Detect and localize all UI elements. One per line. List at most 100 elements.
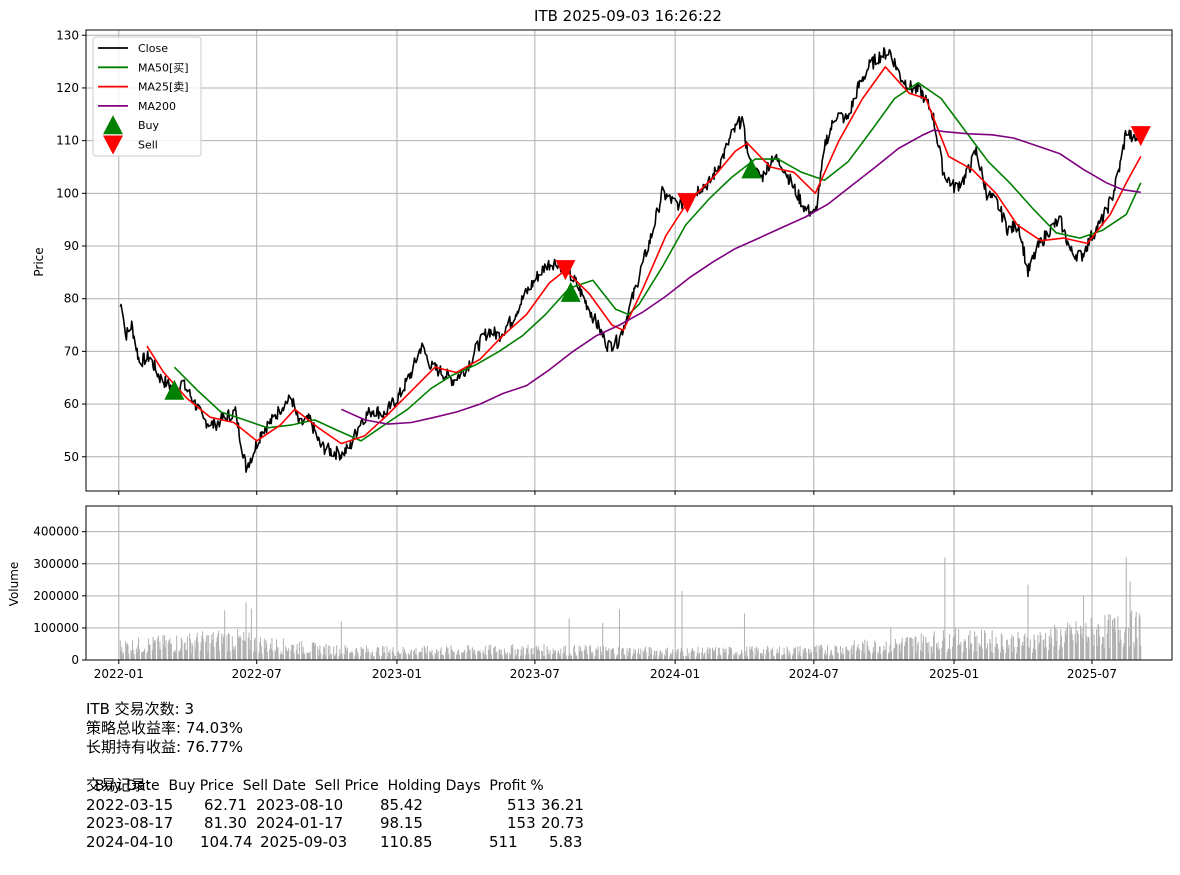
volume-bar [128,653,130,660]
volume-bar [435,654,437,660]
volume-bar [964,641,966,660]
volume-bar [153,643,155,660]
volume-bar [974,631,976,660]
volume-bar [1006,639,1008,660]
volume-bar [666,650,668,660]
volume-bar [773,656,775,660]
volume-bar [165,640,167,660]
volume-bar [608,648,610,660]
volume-bar [1115,630,1117,660]
volume-bar [292,644,294,660]
volume-bar [381,656,383,660]
volume-bar [1074,634,1076,660]
volume-bar [665,648,667,660]
volume-bar [226,635,228,660]
volume-bar [787,649,789,660]
volume-bar [896,643,898,660]
volume-bar [207,652,209,660]
volume-bar [818,645,820,660]
volume-bar [196,637,198,660]
volume-bar [613,653,615,660]
volume-bar [1032,648,1034,660]
volume-bar [1056,629,1058,660]
volume-bar [802,649,804,660]
volume-bar [432,655,434,660]
volume-bar [212,632,214,660]
volume-bar [815,652,817,660]
volume-bar [676,649,678,660]
volume-bar [991,630,993,660]
volume-bar [304,654,306,660]
volume-bar [954,635,956,660]
price-y-tick-label: 50 [64,450,79,464]
volume-bar [132,649,134,660]
buy-marker [741,158,762,179]
volume-bar [1042,640,1044,660]
volume-bar [361,648,363,660]
volume-bar [1093,634,1095,660]
sell-price: 110.85 [380,832,433,851]
volume-bar [1109,614,1111,660]
volume-bar [894,638,896,660]
volume-bar [168,639,170,660]
trade-records-table: Buy Date Buy Price Sell Date Sell Price … [86,777,584,851]
volume-bar [343,653,345,660]
volume-bar [264,648,266,660]
volume-bar [260,645,262,660]
volume-bar [197,642,199,660]
volume-bar [436,649,438,660]
volume-bar [1007,648,1009,660]
volume-bar [900,642,902,660]
volume-bar [458,649,460,660]
volume-bar [714,647,716,660]
volume-bar [295,649,297,660]
volume-bar [820,644,822,660]
volume-bar [864,639,866,660]
volume-bar [377,646,379,660]
volume-x-ticks: 2022-01 2022-07 2023-01 2023-07 2024-01 2024-… [94,660,1117,681]
volume-bar [531,648,533,660]
volume-y-tick-label: 300000 [33,557,79,571]
volume-bar [874,640,876,660]
volume-bar [122,654,124,660]
volume-bar [1008,644,1010,660]
volume-bar [367,648,369,660]
volume-bar [756,646,758,660]
volume-bar [687,656,689,660]
volume-bar [834,645,836,660]
volume-bar [766,649,768,660]
volume-bar [215,641,217,660]
volume-bar [821,647,823,660]
volume-bar [551,654,553,660]
volume-bar [1088,637,1090,660]
volume-bar [634,652,636,660]
volume-bar [724,649,726,660]
volume-bar [1112,619,1114,660]
volume-bar [1086,635,1088,660]
volume-bar [763,649,765,660]
volume-bar [263,638,265,660]
volume-bar [179,651,181,660]
volume-bar [581,650,583,660]
volume-bar [1054,628,1056,660]
volume-bar [707,647,709,660]
volume-bar [1135,611,1137,660]
volume-bar [937,642,939,660]
volume-bar [624,654,626,660]
volume-bar [174,649,176,660]
volume-bar [926,642,928,660]
volume-bar [547,649,549,660]
volume-bar [827,645,829,660]
volume-bar [233,646,235,660]
volume-bar [740,649,742,660]
volume-bar [480,653,482,660]
volume-bar [810,653,812,660]
volume-bar [718,647,720,660]
volume-bar [522,655,524,660]
volume-bar [1043,639,1045,660]
volume-bar [266,651,268,660]
volume-bar [221,633,223,660]
volume-bar [660,649,662,660]
volume-bar [537,650,539,660]
volume-bar [538,650,540,660]
